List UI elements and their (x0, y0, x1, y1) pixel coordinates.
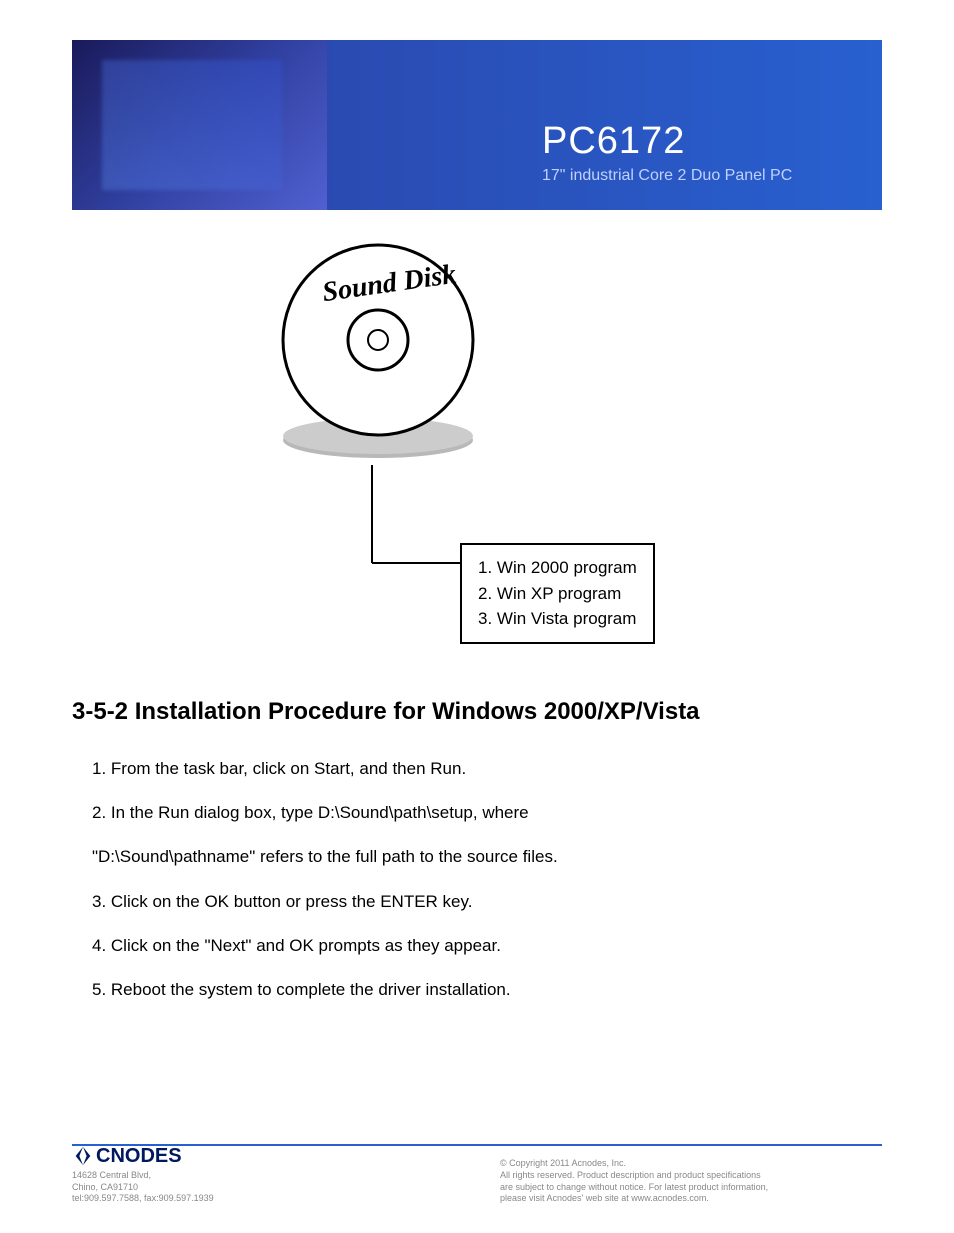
program-item: 3. Win Vista program (478, 606, 637, 632)
instructions-list: 1. From the task bar, click on Start, an… (92, 755, 812, 1020)
footer-left: CNODES 14628 Central Blvd, Chino, CA9171… (72, 1145, 214, 1205)
instruction-step: 3. Click on the OK button or press the E… (92, 888, 812, 915)
instruction-step: 1. From the task bar, click on Start, an… (92, 755, 812, 782)
copyright-line: © Copyright 2011 Acnodes, Inc. (500, 1158, 768, 1170)
copyright-line: All rights reserved. Product description… (500, 1170, 768, 1182)
product-name: PC6172 (542, 120, 792, 163)
sound-disk-diagram: Sound Disk 1. Win 2000 program 2. Win XP… (200, 240, 750, 640)
logo-text: CNODES (96, 1145, 182, 1168)
section-heading: 3-5-2 Installation Procedure for Windows… (72, 698, 700, 726)
program-list-box: 1. Win 2000 program 2. Win XP program 3.… (460, 543, 655, 644)
copyright-line: are subject to change without notice. Fo… (500, 1182, 768, 1194)
company-logo: CNODES (72, 1145, 214, 1168)
footer-address: 14628 Central Blvd, Chino, CA91710 tel:9… (72, 1170, 214, 1205)
program-item: 1. Win 2000 program (478, 555, 637, 581)
instruction-step: 4. Click on the "Next" and OK prompts as… (92, 932, 812, 959)
instruction-step: "D:\Sound\pathname" refers to the full p… (92, 843, 812, 870)
footer-copyright: © Copyright 2011 Acnodes, Inc. All right… (500, 1158, 768, 1205)
logo-icon (72, 1145, 94, 1167)
address-line: Chino, CA91710 (72, 1182, 214, 1194)
product-subtitle: 17" industrial Core 2 Duo Panel PC (542, 167, 792, 185)
header-product-image (72, 40, 327, 210)
address-line: tel:909.597.7588, fax:909.597.1939 (72, 1193, 214, 1205)
program-item: 2. Win XP program (478, 581, 637, 607)
copyright-line: please visit Acnodes' web site at www.ac… (500, 1193, 768, 1205)
address-line: 14628 Central Blvd, (72, 1170, 214, 1182)
instruction-step: 2. In the Run dialog box, type D:\Sound\… (92, 799, 812, 826)
header-banner: PC6172 17" industrial Core 2 Duo Panel P… (72, 40, 882, 210)
header-text-area: PC6172 17" industrial Core 2 Duo Panel P… (327, 40, 792, 210)
instruction-step: 5. Reboot the system to complete the dri… (92, 976, 812, 1003)
